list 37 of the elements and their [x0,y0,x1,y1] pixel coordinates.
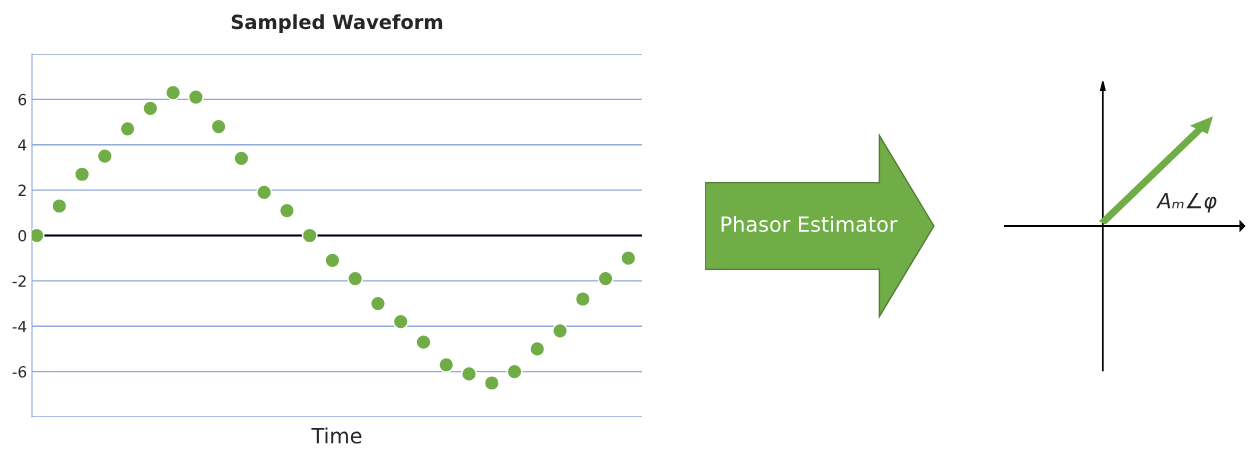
point [210,118,227,135]
y-tick-label: 6 [18,93,27,106]
y-tick-label: -4 [12,320,27,333]
point [369,295,386,312]
x-axis-title: Time [311,427,362,444]
text: Phasor Estimator [721,215,898,233]
y-tick-label: -6 [12,366,27,378]
point [438,356,455,373]
point [96,148,113,165]
chart-title: Sampled Waveform [231,14,443,34]
point [256,184,273,201]
point [301,227,318,244]
y-tick-label: 4 [18,139,27,151]
point [324,252,341,269]
point [529,340,546,357]
point [415,334,432,351]
point [347,270,364,287]
point [483,374,500,391]
point [597,270,614,287]
point [74,166,91,183]
point [278,202,295,219]
y-tick-label: 0 [18,229,27,242]
point [142,100,159,117]
point [574,291,591,308]
point [233,150,250,167]
point [187,89,204,106]
y-tick-label: -2 [12,275,26,287]
point [461,365,477,382]
point [620,250,637,267]
y-tick-label: 2 [18,184,26,196]
point [119,120,136,137]
point [51,198,68,214]
point [552,322,569,339]
point [392,313,409,330]
point [506,363,523,380]
text: Aₘ∠φ [1156,193,1217,213]
point [165,84,182,101]
